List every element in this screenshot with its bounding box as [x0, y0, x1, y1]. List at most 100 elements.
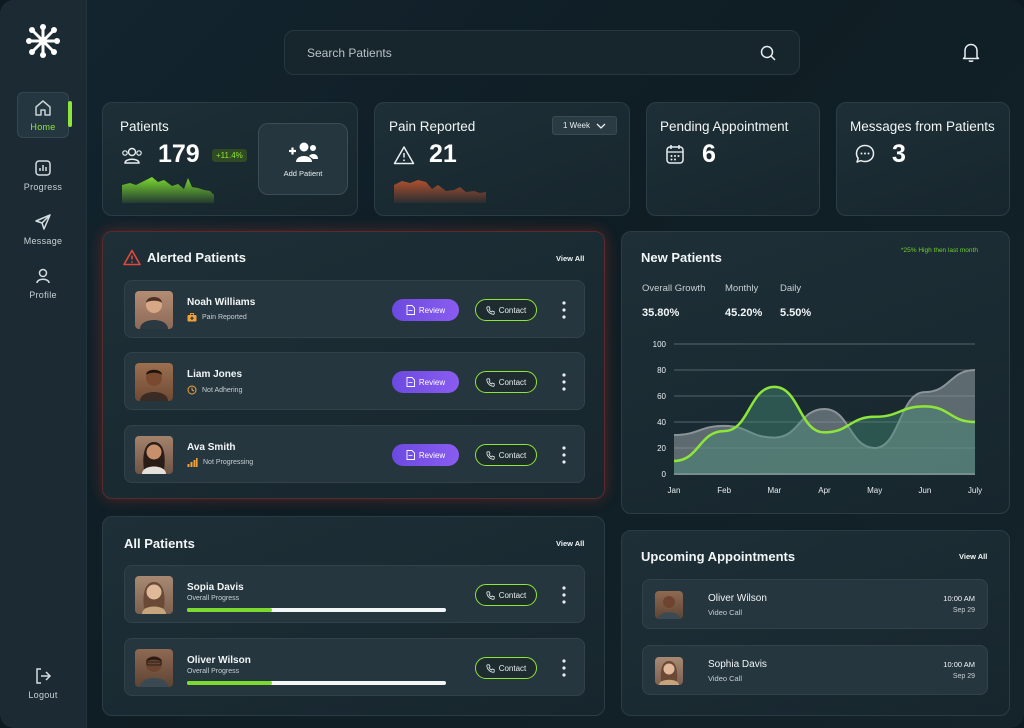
warning-icon	[393, 146, 415, 165]
timer-icon	[187, 385, 197, 395]
bell-icon[interactable]	[959, 40, 983, 64]
review-label: Review	[418, 450, 446, 460]
new-patients-title: New Patients	[641, 250, 722, 265]
list-item: Liam Jones Not Adhering Review Contact	[124, 352, 585, 410]
contact-label: Contact	[498, 663, 527, 673]
patient-name: Liam Jones	[187, 369, 243, 380]
patients-card: Patients 179 +11.4% Add Patient	[102, 102, 358, 216]
phone-icon	[486, 305, 495, 315]
appointment-name: Oliver Wilson	[708, 593, 767, 604]
contact-button[interactable]: Contact	[475, 299, 537, 321]
sidebar-item-profile[interactable]: Profile	[17, 260, 69, 306]
appointment-date: Sep 29	[952, 607, 975, 614]
patient-status-label: Pain Reported	[202, 314, 247, 321]
progress-label: Overall Progress	[187, 595, 240, 602]
view-all-link[interactable]: View All	[556, 539, 585, 548]
patient-status: Pain Reported	[187, 313, 247, 322]
medkit-icon	[187, 313, 197, 322]
patients-count: 179	[158, 140, 200, 168]
avatar	[135, 576, 173, 614]
contact-label: Contact	[498, 377, 527, 387]
document-icon	[406, 377, 415, 387]
review-button[interactable]: Review	[392, 444, 459, 466]
send-icon	[35, 214, 51, 230]
appointment-type: Video Call	[708, 674, 743, 683]
pain-sparkline	[394, 180, 486, 203]
patients-title: Patients	[120, 119, 169, 134]
list-item: Sopia Davis Overall Progress Contact	[124, 565, 585, 623]
appointment-item[interactable]: Sophia Davis Video Call 10:00 AM Sep 29	[642, 645, 988, 695]
new-patients-panel: New Patients *25% High then last month O…	[621, 231, 1010, 514]
list-item: Ava Smith Not Progressing Review Contact	[124, 425, 585, 483]
patients-sparkline	[122, 177, 214, 203]
view-all-link[interactable]: View All	[959, 552, 988, 561]
avatar	[135, 436, 173, 474]
phone-icon	[486, 663, 495, 673]
review-button[interactable]: Review	[392, 371, 459, 393]
contact-button[interactable]: Contact	[475, 371, 537, 393]
search-icon[interactable]	[759, 44, 777, 62]
messages-count: 3	[892, 140, 906, 168]
x-tick-label: Jun	[918, 486, 931, 495]
list-item: Noah Williams Pain Reported Review Conta…	[124, 280, 585, 338]
progress-label: Overall Progress	[187, 668, 240, 675]
patient-status: Not Progressing	[187, 458, 253, 467]
metric-value: 5.50%	[780, 307, 812, 319]
series-line	[673, 385, 976, 463]
x-tick-label: Mar	[767, 486, 781, 495]
contact-button[interactable]: Contact	[475, 444, 537, 466]
phone-icon	[486, 590, 495, 600]
series-line	[673, 369, 976, 450]
logo-icon	[26, 24, 60, 58]
pending-count: 6	[702, 140, 716, 168]
appointments-panel: Upcoming Appointments View All Oliver Wi…	[621, 530, 1010, 716]
document-icon	[406, 450, 415, 460]
sidebar-item-home[interactable]: Home	[17, 92, 69, 138]
more-options-icon[interactable]	[561, 658, 567, 678]
progress-fill	[187, 608, 273, 612]
more-options-icon[interactable]	[561, 445, 567, 465]
pending-appointment-card: Pending Appointment 6	[646, 102, 820, 216]
phone-icon	[486, 377, 495, 387]
calendar-icon	[666, 145, 684, 164]
more-options-icon[interactable]	[561, 300, 567, 320]
all-patients-title: All Patients	[124, 536, 195, 551]
more-options-icon[interactable]	[561, 585, 567, 605]
progress-bar	[187, 681, 446, 685]
chevron-down-icon	[596, 123, 606, 129]
growth-note: *25% High then last month	[901, 247, 978, 254]
range-dropdown[interactable]: 1 Week	[552, 116, 617, 135]
document-icon	[406, 305, 415, 315]
list-item: Oliver Wilson Overall Progress Contact	[124, 638, 585, 696]
logout-button[interactable]: Logout	[17, 660, 69, 706]
x-tick-label: Feb	[717, 486, 731, 495]
pain-title: Pain Reported	[389, 119, 476, 134]
appointment-time: 10:00 AM	[943, 594, 975, 603]
series-area	[674, 386, 975, 474]
view-all-link[interactable]: View All	[556, 254, 585, 263]
contact-button[interactable]: Contact	[475, 584, 537, 606]
phone-icon	[486, 450, 495, 460]
patient-name: Ava Smith	[187, 442, 236, 453]
appointment-item[interactable]: Oliver Wilson Video Call 10:00 AM Sep 29	[642, 579, 988, 629]
sidebar-item-progress[interactable]: Progress	[17, 152, 69, 198]
patient-status-label: Not Progressing	[203, 459, 254, 466]
search-input[interactable]	[307, 45, 759, 60]
growth-badge: +11.4%	[212, 149, 247, 162]
appointment-type: Video Call	[708, 608, 743, 617]
x-tick-label: Jan	[668, 486, 681, 495]
add-patient-button[interactable]: Add Patient	[258, 123, 348, 195]
sidebar-item-label: Home	[30, 122, 56, 132]
home-icon	[35, 100, 51, 116]
progress-fill	[187, 681, 273, 685]
more-options-icon[interactable]	[561, 372, 567, 392]
sidebar-item-message[interactable]: Message	[17, 206, 69, 252]
messages-title: Messages from Patients	[850, 119, 995, 134]
review-button[interactable]: Review	[392, 299, 459, 321]
contact-label: Contact	[498, 590, 527, 600]
patient-name: Noah Williams	[187, 297, 256, 308]
contact-button[interactable]: Contact	[475, 657, 537, 679]
x-tick-label: Apr	[818, 486, 831, 495]
x-tick-label: May	[867, 486, 882, 495]
